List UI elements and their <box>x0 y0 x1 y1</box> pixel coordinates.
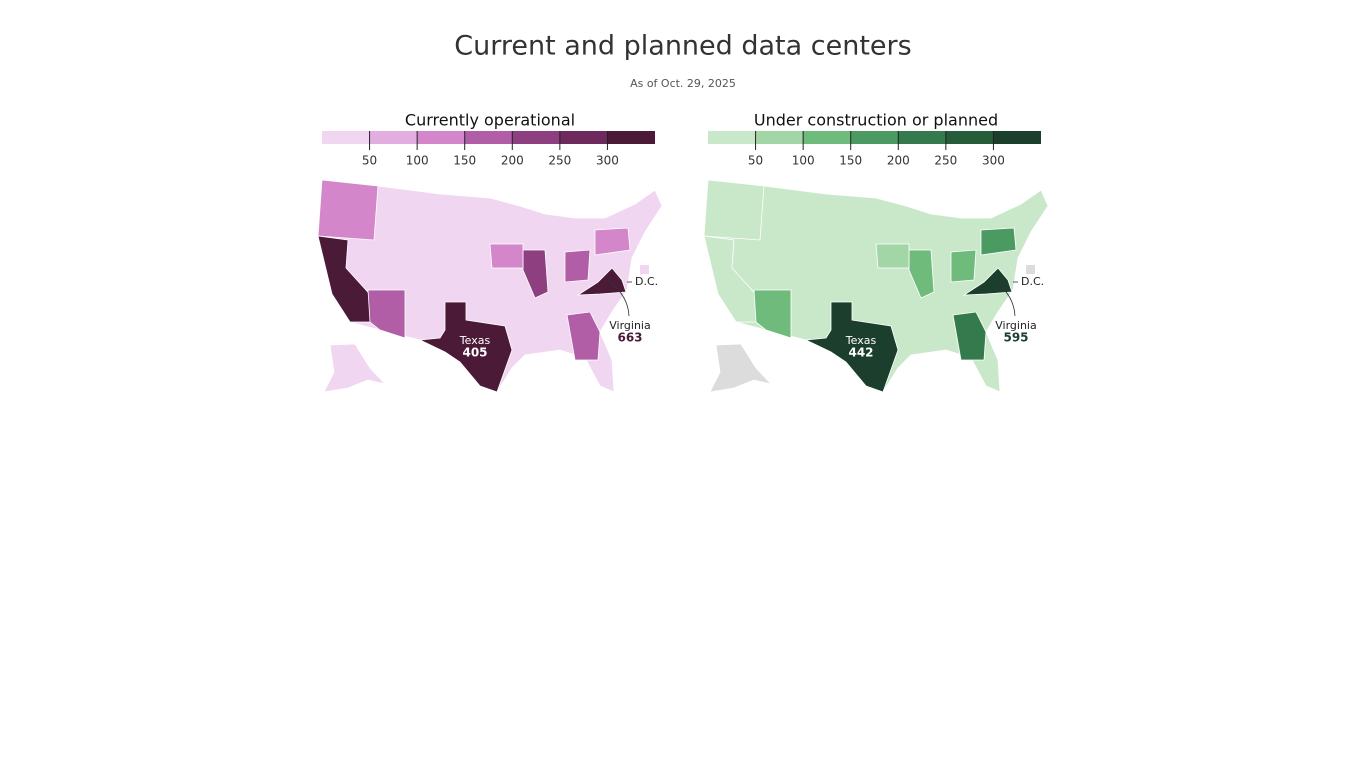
alaska <box>709 343 773 393</box>
virginia-leader <box>609 281 630 317</box>
state <box>980 227 1017 256</box>
alaska <box>323 343 387 393</box>
legend-tick-label: 250 <box>548 154 571 168</box>
legend-swatch <box>898 131 946 144</box>
state <box>703 179 765 241</box>
legend-tick-label: 200 <box>501 154 524 168</box>
map-panel: Currently operational 50 100 150 200 250 300 Te… <box>317 111 663 393</box>
legend-tick-label: 100 <box>406 154 429 168</box>
legend-swatch <box>803 131 851 144</box>
texas-label: Texas <box>845 334 877 347</box>
legend-tick-label: 250 <box>934 154 957 168</box>
state <box>875 243 910 269</box>
state-virginia <box>576 267 627 296</box>
legend-swatch <box>755 131 804 144</box>
state-texas <box>804 301 899 393</box>
texas-value: 405 <box>462 346 487 360</box>
panel-title: Under construction or planned <box>754 111 998 130</box>
legend-swatch <box>945 131 994 144</box>
state <box>367 289 406 339</box>
dc-marker <box>640 265 649 274</box>
virginia-value: 595 <box>1003 331 1028 345</box>
legend-swatch <box>708 131 756 144</box>
legend-tick-label: 100 <box>792 154 815 168</box>
legend-tick-label: 150 <box>839 154 862 168</box>
legend-swatch <box>850 131 899 144</box>
virginia-value: 663 <box>617 331 642 345</box>
state <box>753 289 792 339</box>
texas-label: Texas <box>459 334 491 347</box>
legend-tick-label: 300 <box>596 154 619 168</box>
panel-title: Currently operational <box>405 111 575 130</box>
state <box>594 227 631 256</box>
state <box>317 179 379 241</box>
legend-tick-label: 50 <box>748 154 763 168</box>
legend-swatch <box>607 131 655 144</box>
map-panel: Under construction or planned 50 100 150 200… <box>703 111 1049 393</box>
dc-marker <box>1026 265 1035 274</box>
legend-swatch <box>512 131 560 144</box>
state-texas <box>418 301 513 393</box>
dc-label: D.C. <box>635 275 658 288</box>
virginia-label: Virginia <box>609 319 650 332</box>
dc-label: D.C. <box>1021 275 1044 288</box>
legend-swatch <box>464 131 513 144</box>
state-virginia <box>962 267 1013 296</box>
state <box>952 311 987 361</box>
title: Current and planned data centers <box>454 31 911 62</box>
subtitle: As of Oct. 29, 2025 <box>630 77 736 90</box>
state <box>564 249 591 283</box>
virginia-leader <box>995 281 1016 317</box>
legend-swatch <box>559 131 608 144</box>
legend-tick-label: 50 <box>362 154 377 168</box>
state <box>566 311 601 361</box>
legend-swatch <box>322 131 370 144</box>
virginia-label: Virginia <box>995 319 1036 332</box>
legend-swatch <box>417 131 465 144</box>
legend-swatch <box>369 131 418 144</box>
legend-tick-label: 150 <box>453 154 476 168</box>
legend-swatch <box>993 131 1041 144</box>
texas-value: 442 <box>848 346 873 360</box>
legend-tick-label: 300 <box>982 154 1005 168</box>
state <box>950 249 977 283</box>
legend-tick-label: 200 <box>887 154 910 168</box>
state <box>489 243 524 269</box>
